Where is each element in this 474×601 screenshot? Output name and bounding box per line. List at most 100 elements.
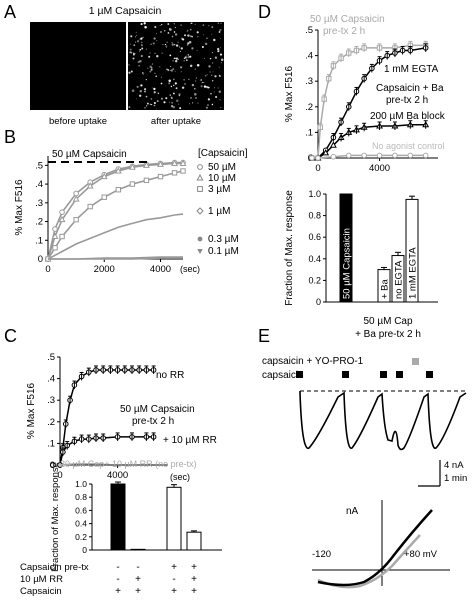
speckle [219,75,221,77]
speckle [143,22,146,25]
speckle [128,64,130,66]
speckle [203,82,205,84]
speckle [217,87,219,89]
speckle [154,25,157,29]
c-condition-rows: Capsaicin pre-tx - - + +10 µM RR - + - +Capsaici… [20,562,197,597]
d-label-no-agonist: No agonist control [372,141,445,151]
speckle [188,40,192,44]
speckle [161,52,163,54]
speckle [211,80,214,82]
speckle [220,106,222,109]
speckle [135,31,137,33]
speckle [201,82,203,84]
speckle [207,98,211,101]
e-iv-xright: +80 mV [404,549,438,560]
speckle [172,60,174,62]
speckle [139,89,143,93]
data-point [101,194,107,200]
bar [166,486,182,551]
speckle [136,40,140,43]
speckle [156,40,158,42]
speckle [173,31,176,33]
data-point [179,159,187,166]
speckle [153,87,156,91]
speckle [136,85,139,88]
data-point [51,232,59,240]
speckle [187,42,190,45]
series-line [47,170,184,260]
speckle [167,23,170,25]
speckle [140,84,143,87]
speckle [219,53,223,56]
speckle [220,37,222,39]
speckle [160,82,163,85]
bar-label: no EGTA [394,260,405,299]
speckle [153,37,156,40]
y-tick-label: .1 [47,438,55,449]
condition-mark: + [135,574,141,585]
speckle [220,58,224,61]
speckle [170,96,173,99]
speckle [204,74,207,77]
e-legend-line-1: capsaicin + YO-PRO-1 [262,356,364,367]
chart-c-bottom: 0 0.2 0.4 0.6 0.8 1.0 Fraction of Max. respons… [50,462,222,572]
speckle [149,52,151,54]
micrograph-before [30,22,126,110]
speckle [208,65,211,68]
data-point [422,152,429,159]
speckle [145,95,148,98]
speckle [143,73,145,75]
legend-label: 50 µM [208,162,236,173]
speckle [144,25,146,27]
speckle [213,87,216,89]
speckle [138,64,140,67]
speckle [168,101,170,103]
speckle [155,33,158,35]
y-tick-label: .4 [47,374,55,385]
data-point [171,159,179,166]
x-tick-label: 4000 [150,264,171,275]
speckle [211,26,214,29]
speckle [185,55,187,57]
speckle [151,64,153,65]
data-point [322,149,330,156]
speckle [140,37,143,40]
speckle [186,29,189,32]
speckle [191,83,195,87]
speckle [175,60,178,63]
y-tick-label: .5 [305,25,313,36]
data-point [100,172,108,180]
e-scale-time: 1 min [444,473,467,484]
series-line [47,213,184,260]
speckle [176,99,179,103]
speckle [152,42,155,45]
y-axis-label: % Max F516 [26,382,37,439]
data-point [114,167,122,174]
speckle [147,67,149,70]
bar [130,548,146,551]
caption-before-uptake: before uptake [49,116,107,127]
speckle [166,47,167,48]
b-xunit: (sec) [180,264,200,274]
legend-marker [196,207,204,215]
speckle [140,23,143,26]
speckle [211,33,213,35]
d-label-ba-2: pre-tx 2 h [386,95,428,106]
speckle [139,50,141,52]
speckle [220,62,222,64]
speckle [220,22,222,24]
y-tick-label: 0 [82,545,87,555]
y-tick-label: 0.2 [75,532,87,542]
speckle [218,31,221,33]
speckle [159,24,161,26]
c-xunit: (sec) [170,472,190,482]
speckle [183,34,187,37]
speckle [180,71,182,73]
speckle [133,53,135,56]
speckle [178,94,181,97]
legend-label: 3 µM [208,184,230,195]
speckle [159,66,161,68]
speckle [154,52,156,54]
